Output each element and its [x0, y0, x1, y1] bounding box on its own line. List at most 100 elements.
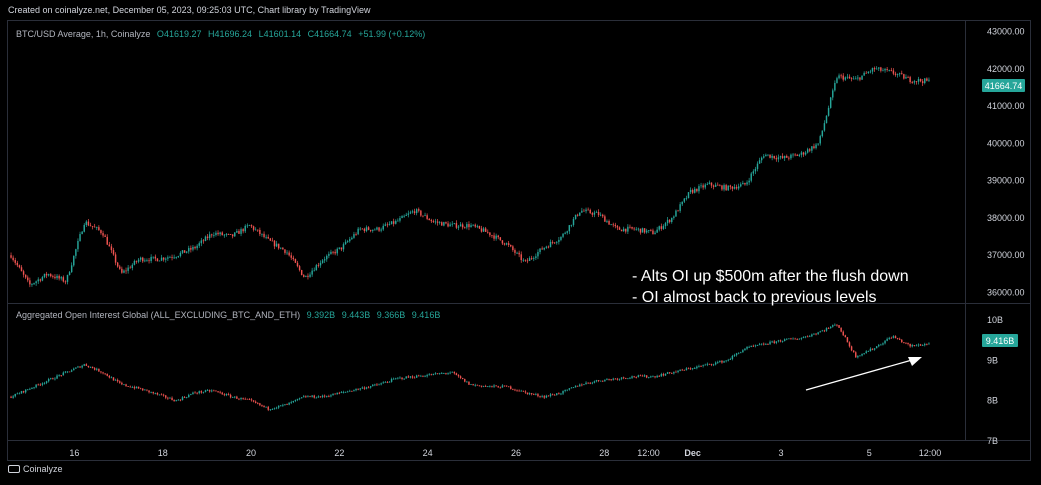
candle-body	[896, 338, 899, 339]
y-tick-label: 36000.00	[987, 288, 1025, 298]
candle-body	[781, 341, 784, 342]
candle-body	[702, 185, 704, 188]
candle-body	[45, 381, 48, 383]
candle-body	[593, 381, 596, 383]
candle-body	[298, 266, 301, 271]
candle-body	[242, 398, 244, 399]
candle-body	[229, 394, 232, 398]
candle-body	[809, 336, 811, 338]
candle-body	[777, 157, 780, 160]
candle-body	[493, 385, 495, 387]
candle-body	[518, 390, 520, 392]
candle-body	[397, 220, 399, 222]
candle-body	[832, 90, 834, 98]
candle-body	[850, 346, 853, 351]
candle-body	[691, 189, 694, 193]
candle-body	[261, 405, 263, 406]
candle-body	[873, 348, 876, 350]
candle-body	[363, 228, 366, 232]
candle-body	[445, 373, 447, 375]
candle-body	[334, 251, 336, 254]
candle-body	[583, 210, 585, 212]
candle-body	[361, 228, 364, 230]
candle-body	[516, 389, 518, 391]
candle-body	[825, 328, 828, 331]
candle-body	[292, 400, 295, 403]
candle-body	[246, 398, 249, 400]
candle-body	[311, 395, 313, 397]
candle-body	[56, 275, 58, 279]
candle-body	[148, 390, 150, 393]
candle-body	[604, 216, 606, 222]
candle-body	[87, 221, 90, 226]
candle-body	[558, 239, 560, 242]
candle-body	[75, 249, 77, 256]
candle-body	[710, 363, 713, 365]
candle-body	[37, 279, 39, 282]
candle-body	[587, 209, 589, 211]
candle-body	[733, 355, 736, 356]
candle-body	[252, 400, 255, 402]
candle-body	[547, 395, 550, 397]
candle-body	[863, 72, 865, 76]
candle-body	[610, 224, 612, 226]
candle-body	[70, 370, 73, 372]
candle-body	[798, 154, 801, 156]
candle-body	[652, 230, 654, 235]
candle-body	[549, 241, 552, 248]
candle-body	[273, 408, 276, 410]
candle-body	[740, 352, 742, 354]
candle-body	[629, 226, 631, 228]
candle-body	[282, 404, 284, 406]
oi-candles	[10, 323, 930, 412]
candle-body	[125, 384, 127, 387]
candle-body	[865, 72, 867, 74]
candle-body	[765, 344, 767, 345]
candle-body	[817, 143, 819, 145]
candle-body	[83, 224, 85, 232]
candle-body	[309, 396, 311, 398]
candle-body	[641, 228, 644, 233]
candle-body	[579, 212, 581, 216]
candle-body	[119, 266, 121, 269]
candle-body	[547, 246, 550, 248]
candle-body	[775, 341, 778, 343]
candle-body	[472, 384, 474, 386]
candle-body	[817, 332, 819, 335]
candle-body	[643, 375, 646, 377]
candle-body	[706, 363, 709, 365]
candle-body	[779, 156, 782, 158]
candle-body	[280, 247, 282, 249]
candle-body	[188, 394, 190, 398]
candle-body	[426, 375, 428, 377]
candle-body	[365, 387, 368, 389]
candle-body	[635, 377, 637, 378]
candle-body	[731, 355, 734, 359]
candle-body	[215, 390, 217, 392]
candle-body	[620, 377, 623, 379]
candle-body	[340, 392, 343, 393]
candle-body	[152, 256, 154, 258]
candle-body	[909, 343, 911, 347]
candle-body	[259, 229, 261, 235]
candle-body	[441, 222, 443, 226]
candle-body	[390, 378, 393, 382]
candle-body	[384, 381, 387, 383]
candle-body	[380, 383, 382, 385]
candle-body	[691, 368, 694, 370]
candle-body	[495, 235, 497, 239]
candle-body	[526, 392, 529, 395]
candle-body	[129, 386, 131, 388]
brand-logo[interactable]: Coinalyze	[8, 464, 63, 474]
candle-body	[194, 246, 196, 249]
candle-body	[633, 376, 635, 378]
candle-body	[576, 385, 579, 387]
candle-body	[200, 240, 203, 244]
candle-body	[645, 230, 648, 233]
candle-body	[829, 97, 832, 108]
candle-body	[648, 377, 650, 378]
candle-body	[173, 257, 175, 259]
candle-body	[662, 226, 665, 229]
candle-body	[167, 397, 169, 399]
